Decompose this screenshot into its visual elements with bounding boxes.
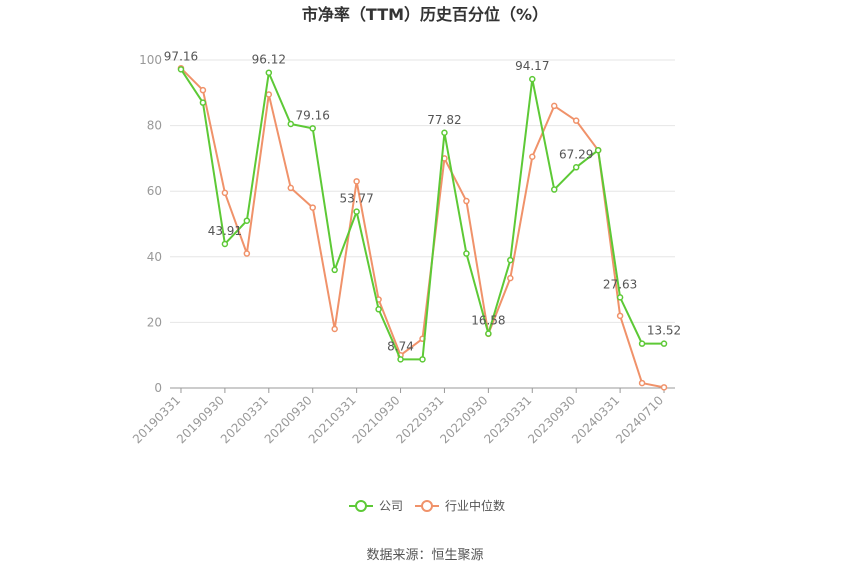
series-point-0[interactable] <box>485 330 492 337</box>
series-layer <box>177 64 668 391</box>
data-label: 53.77 <box>339 192 373 206</box>
series-point-0[interactable] <box>419 356 426 363</box>
series-point-0[interactable] <box>243 217 251 224</box>
series-point-1[interactable] <box>616 312 624 320</box>
series-point-0[interactable] <box>221 240 229 248</box>
series-point-0[interactable] <box>572 164 580 171</box>
y-tick-label: 100 <box>139 53 162 67</box>
y-tick-label: 0 <box>154 381 162 395</box>
series-point-1[interactable] <box>331 325 338 333</box>
data-label: 27.63 <box>603 277 637 291</box>
series-point-1[interactable] <box>529 153 536 161</box>
series-point-0[interactable] <box>529 75 536 83</box>
series-point-1[interactable] <box>572 117 580 124</box>
series-point-1[interactable] <box>463 197 470 205</box>
data-label: 16.58 <box>471 314 505 328</box>
series-point-1[interactable] <box>221 189 229 197</box>
series-point-0[interactable] <box>594 146 602 154</box>
y-tick-label: 20 <box>147 315 162 329</box>
series-point-1[interactable] <box>550 102 558 110</box>
series-point-1[interactable] <box>199 86 207 94</box>
data-label: 8.74 <box>387 339 414 353</box>
series-point-0[interactable] <box>660 340 668 347</box>
source-note: 数据来源：恒生聚源 <box>366 548 483 563</box>
series-point-0[interactable] <box>199 99 207 106</box>
y-tick-label: 60 <box>147 184 162 198</box>
legend-label[interactable]: 公司 <box>379 499 403 513</box>
legend-swatch-marker <box>421 500 433 512</box>
series-point-1[interactable] <box>309 204 316 211</box>
series-point-1[interactable] <box>287 184 295 192</box>
y-tick-label: 80 <box>147 119 162 133</box>
series-point-0[interactable] <box>309 125 316 132</box>
legend[interactable]: 公司 行业中位数 <box>349 498 505 513</box>
x-axis: 2019033120190930202003312020093020210331… <box>130 387 675 446</box>
chart-title: 市净率（TTM）历史百分位（%） <box>302 5 548 24</box>
y-axis-ticks: 0 20 40 60 80 100 <box>139 53 162 395</box>
series-point-0[interactable] <box>441 129 448 137</box>
series-point-1[interactable] <box>660 384 668 391</box>
data-label: 96.12 <box>252 53 286 67</box>
series-line-0 <box>180 68 665 361</box>
data-label: 13.52 <box>647 324 681 338</box>
series-point-0[interactable] <box>463 250 470 257</box>
series-point-1[interactable] <box>507 274 514 282</box>
series-point-1[interactable] <box>638 379 646 387</box>
series-point-1[interactable] <box>243 250 251 257</box>
series-point-0[interactable] <box>397 356 404 363</box>
x-tick-label: 20240710 <box>613 393 666 446</box>
series-point-0[interactable] <box>375 306 382 313</box>
series-point-0[interactable] <box>507 256 514 264</box>
data-label: 77.82 <box>427 113 461 127</box>
series-point-1[interactable] <box>265 91 273 98</box>
series-point-0[interactable] <box>550 186 558 193</box>
series-point-0[interactable] <box>638 340 646 347</box>
series-point-0[interactable] <box>331 266 338 274</box>
series-point-0[interactable] <box>353 208 360 215</box>
series-point-0[interactable] <box>177 66 185 73</box>
series-point-1[interactable] <box>353 178 360 185</box>
legend-label[interactable]: 行业中位数 <box>445 498 505 513</box>
data-label: 94.17 <box>515 59 549 73</box>
series-point-0[interactable] <box>287 120 295 128</box>
legend-swatch-marker <box>355 500 367 512</box>
data-label: 43.91 <box>208 224 242 238</box>
series-point-0[interactable] <box>265 69 273 76</box>
data-label: 79.16 <box>296 108 330 122</box>
series-point-0[interactable] <box>616 294 624 301</box>
data-label: 97.16 <box>164 49 198 63</box>
y-tick-label: 40 <box>147 250 162 264</box>
data-labels: 97.16 43.91 96.12 79.16 53.77 8.74 77.82 16.58 9… <box>164 49 681 353</box>
data-label: 67.29 <box>559 147 593 161</box>
